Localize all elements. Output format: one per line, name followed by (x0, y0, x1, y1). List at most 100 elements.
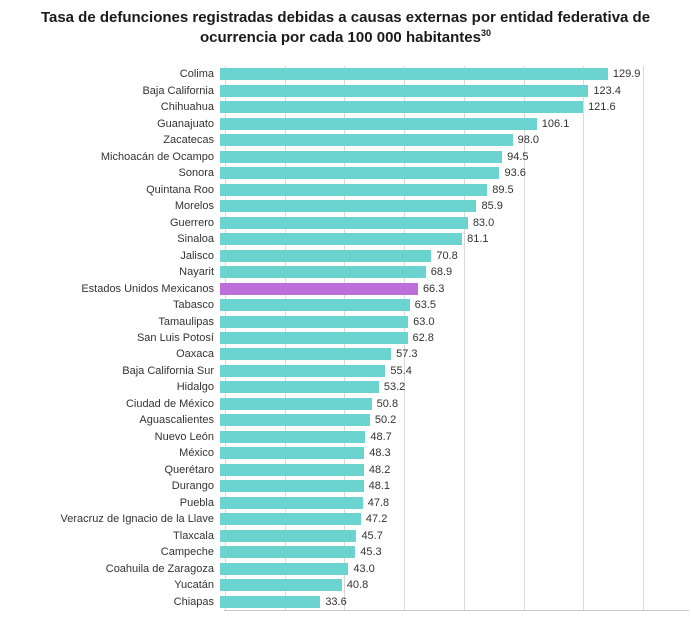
bar (220, 117, 537, 130)
value-label: 62.8 (412, 331, 434, 344)
chart-row: Colima 129.9 (0, 66, 691, 82)
value-label: 85.9 (481, 200, 503, 213)
value-label: 48.7 (370, 430, 392, 443)
value-label: 106.1 (541, 117, 570, 130)
category-label: Campeche (160, 546, 214, 559)
bar (220, 414, 370, 427)
value-label: 50.2 (374, 414, 397, 427)
bar-highlight (220, 282, 418, 295)
value-label: 121.6 (588, 101, 616, 114)
chart-row: Puebla 47.8 (0, 495, 691, 511)
category-label: Oaxaca (176, 348, 214, 361)
bar (220, 183, 488, 196)
category-label: Chihuahua (160, 101, 214, 114)
category-label: Colima (179, 68, 214, 81)
bar-track: 83.0 (220, 214, 691, 230)
category-label: Jalisco (180, 249, 214, 262)
category-label: Baja California Sur (122, 364, 214, 377)
chart-row: Durango 48.1 (0, 478, 691, 494)
chart-row: Estados Unidos Mexicanos 66.3 (0, 280, 691, 296)
bar-track: 98.0 (220, 132, 691, 148)
value-label: 43.0 (353, 562, 375, 575)
bar-track: 55.4 (220, 363, 691, 379)
gridline (583, 66, 585, 610)
chart-row: Coahuila de Zaragoza 43.0 (0, 561, 691, 577)
value-label: 48.1 (368, 480, 391, 493)
chart-title-superscript: 30 (480, 28, 491, 39)
value-label: 45.7 (361, 529, 383, 542)
bar-track: 66.3 (220, 280, 691, 296)
category-label: Tamaulipas (158, 315, 214, 328)
value-label: 45.3 (360, 546, 382, 559)
bar-track: 70.8 (220, 247, 691, 263)
bar-track: 48.7 (220, 429, 691, 445)
bar-track: 33.6 (220, 594, 691, 610)
value-label: 66.3 (422, 282, 445, 295)
bar (220, 546, 356, 559)
bar-track: 94.5 (220, 148, 691, 164)
bar (220, 150, 503, 163)
bar-track: 45.3 (220, 544, 691, 560)
value-label: 81.1 (467, 233, 489, 246)
bar (220, 134, 513, 147)
chart-row: Yucatán 40.8 (0, 577, 691, 593)
bar-track: 50.8 (220, 396, 691, 412)
chart-row: Oaxaca 57.3 (0, 346, 691, 362)
chart-title: Tasa de defunciones registradas debidas … (16, 8, 676, 49)
chart-row: Chihuahua 121.6 (0, 99, 691, 115)
gridline (523, 66, 525, 610)
bar-track: 57.3 (220, 346, 691, 362)
value-label: 83.0 (472, 216, 495, 229)
category-label: Michoacán de Ocampo (100, 150, 214, 163)
value-label: 50.8 (376, 397, 399, 410)
bar (220, 397, 372, 410)
bar-track: 48.1 (220, 478, 691, 494)
bar (220, 299, 410, 312)
category-label: México (179, 447, 214, 460)
bar (220, 101, 584, 114)
chart-row: Ciudad de México 50.8 (0, 396, 691, 412)
bar-track: 85.9 (220, 198, 691, 214)
value-label: 93.6 (504, 167, 526, 180)
value-label: 89.5 (492, 183, 514, 196)
category-label: Coahuila de Zaragoza (105, 562, 214, 575)
value-label: 48.2 (368, 463, 391, 476)
value-label: 48.3 (369, 447, 391, 460)
value-label: 63.0 (413, 315, 435, 328)
category-label: Veracruz de Ignacio de la Llave (60, 513, 215, 526)
chart-row: Zacatecas 98.0 (0, 132, 691, 148)
category-label: Puebla (179, 496, 214, 509)
bar (220, 447, 365, 460)
value-label: 123.4 (593, 84, 621, 97)
bar (220, 496, 363, 509)
category-label: Aguascalientes (139, 414, 214, 427)
bar (220, 84, 589, 97)
bar-track: 50.2 (220, 412, 691, 428)
bar-track: 45.7 (220, 528, 691, 544)
gridline (463, 66, 465, 610)
chart-row: Guanajuato 106.1 (0, 115, 691, 131)
page: { "title": { "text": "Tasa de defuncione… (0, 8, 691, 618)
bar (220, 364, 386, 377)
bar (220, 167, 500, 180)
bar (220, 249, 432, 262)
bar (220, 216, 468, 229)
chart-row: Campeche 45.3 (0, 544, 691, 560)
bar-track: 68.9 (220, 264, 691, 280)
value-label: 47.8 (367, 496, 390, 509)
chart-row: Jalisco 70.8 (0, 247, 691, 263)
chart-rows: Colima 129.9 Baja California 123.4 Chihuahua… (0, 66, 691, 610)
value-label: 63.5 (414, 299, 436, 312)
value-label: 57.3 (396, 348, 418, 361)
bar-track: 48.3 (220, 445, 691, 461)
value-label: 33.6 (325, 595, 347, 608)
bar (220, 595, 321, 608)
bar (220, 233, 463, 246)
bar-track: 93.6 (220, 165, 691, 181)
category-label: Estados Unidos Mexicanos (81, 282, 214, 295)
chart-row: México 48.3 (0, 445, 691, 461)
chart-row: Baja California Sur 55.4 (0, 363, 691, 379)
bar-track: 123.4 (220, 82, 691, 98)
bar-track: 47.8 (220, 495, 691, 511)
category-label: Nayarit (179, 266, 214, 279)
